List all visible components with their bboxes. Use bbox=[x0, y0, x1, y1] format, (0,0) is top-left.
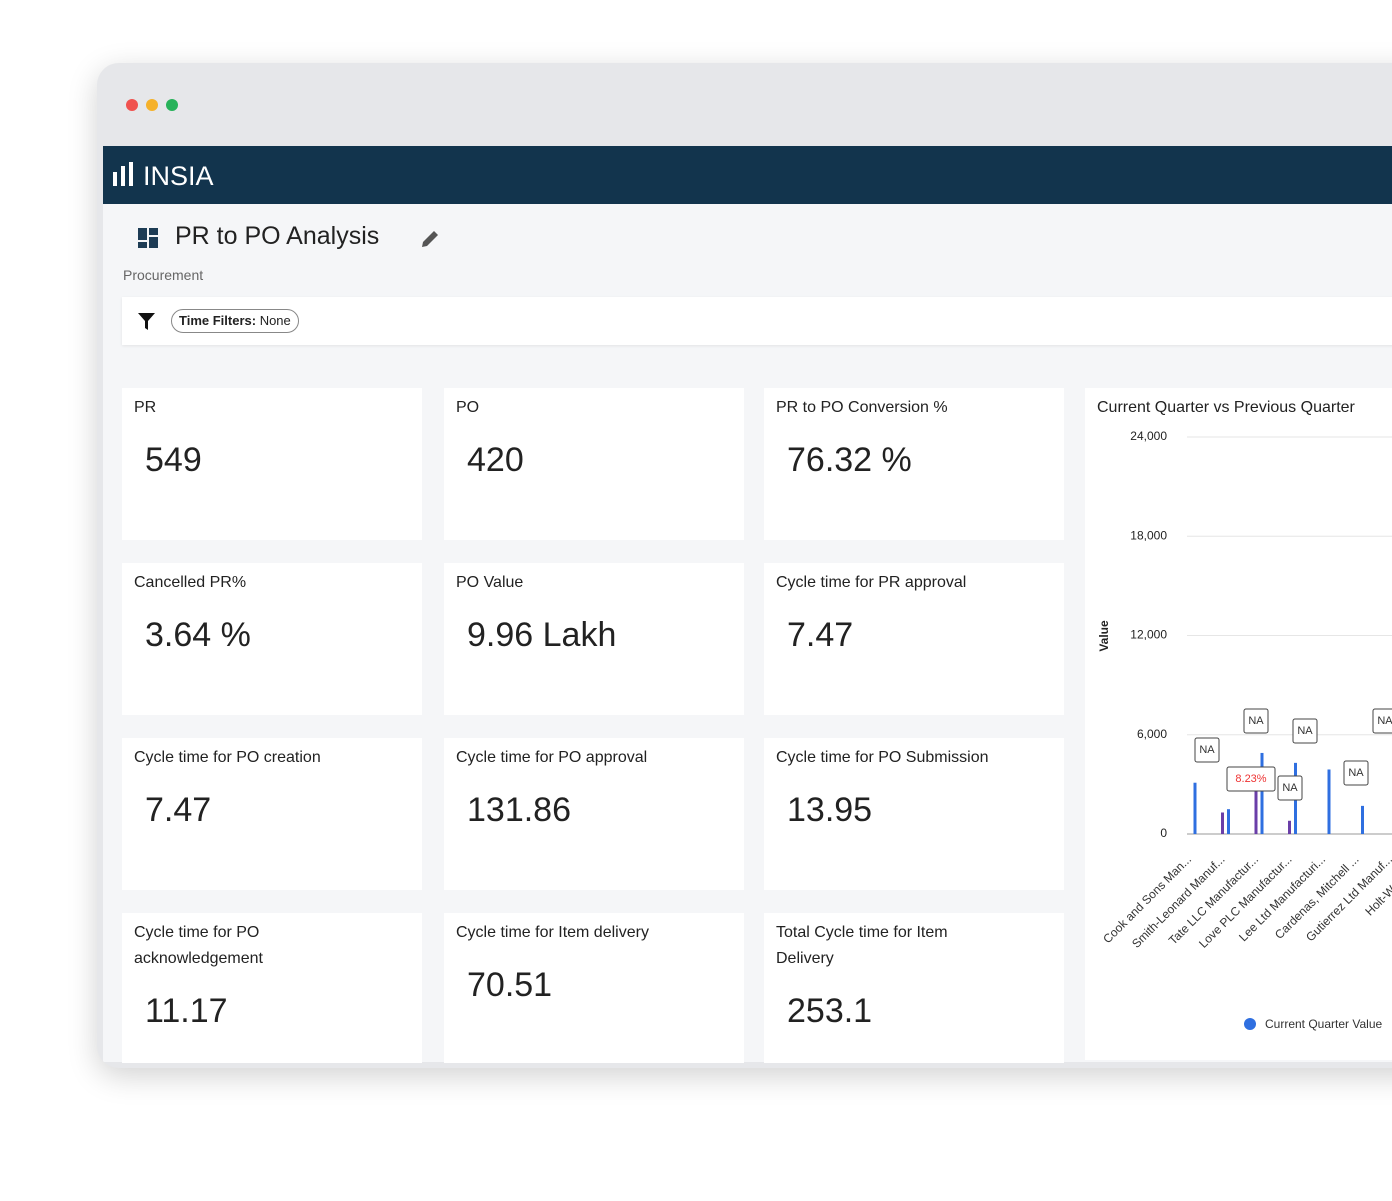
kpi-card[interactable]: Cycle time for PO approval 131.86 bbox=[444, 738, 744, 890]
edit-icon[interactable] bbox=[419, 228, 441, 250]
kpi-card[interactable]: Cycle time for PO Submission 13.95 bbox=[764, 738, 1064, 890]
kpi-card[interactable]: PO 420 bbox=[444, 388, 744, 540]
kpi-label: PR bbox=[134, 399, 157, 416]
filter-bar: Time Filters: None bbox=[122, 297, 1392, 345]
kpi-card[interactable]: Cycle time for PR approval 7.47 bbox=[764, 563, 1064, 715]
kpi-card[interactable]: Cycle time for PO acknowledgement 11.17 bbox=[122, 913, 422, 1063]
filter-label: Time Filters: bbox=[179, 313, 257, 328]
bar bbox=[1327, 769, 1331, 834]
maximize-dot[interactable] bbox=[166, 99, 178, 111]
kpi-value: 131.86 bbox=[467, 791, 571, 829]
kpi-value: 420 bbox=[467, 441, 524, 479]
kpi-card[interactable]: Cancelled PR% 3.64 % bbox=[122, 563, 422, 715]
bar bbox=[1260, 752, 1264, 834]
dashboard-icon bbox=[138, 228, 158, 248]
annotation: NA bbox=[1297, 725, 1313, 737]
kpi-card[interactable]: Cycle time for Item delivery 70.51 bbox=[444, 913, 744, 1063]
browser-window: INSIA PR to PO Analysis Procurement Time… bbox=[97, 63, 1392, 1068]
kpi-value: 70.51 bbox=[467, 966, 553, 1004]
kpi-value: 11.17 bbox=[145, 992, 228, 1030]
time-filter-pill[interactable]: Time Filters: None bbox=[171, 309, 299, 333]
filter-icon[interactable] bbox=[138, 313, 156, 331]
nav-bar: INSIA bbox=[103, 146, 1392, 204]
y-axis-label: Value bbox=[1097, 620, 1111, 652]
kpi-value: 7.47 bbox=[787, 616, 854, 654]
dashboard-subtitle: Procurement bbox=[123, 267, 204, 283]
legend-swatch bbox=[1244, 1018, 1256, 1030]
annotation-box bbox=[1372, 708, 1392, 734]
minimize-dot[interactable] bbox=[146, 99, 158, 111]
kpi-label: Cycle time for PO creation bbox=[134, 749, 321, 766]
kpi-label: Total Cycle time for Item Delivery bbox=[776, 924, 948, 967]
kpi-card[interactable]: PR 549 bbox=[122, 388, 422, 540]
kpi-value: 76.32 % bbox=[787, 441, 912, 479]
kpi-label: Cancelled PR% bbox=[134, 574, 247, 591]
kpi-value: 9.96 Lakh bbox=[467, 616, 617, 654]
logo-icon bbox=[113, 162, 133, 186]
dashboard-title: PR to PO Analysis bbox=[175, 222, 380, 250]
annotation-box bbox=[1243, 708, 1269, 734]
bar bbox=[1288, 820, 1291, 834]
kpi-value: 253.1 bbox=[787, 992, 873, 1030]
kpi-card[interactable]: PR to PO Conversion % 76.32 % bbox=[764, 388, 1064, 540]
bar bbox=[1193, 782, 1197, 834]
y-tick-label: 0 bbox=[1160, 826, 1167, 840]
kpi-value: 549 bbox=[145, 441, 202, 479]
annotation-box bbox=[1292, 718, 1318, 744]
y-tick-label: 12,000 bbox=[1130, 628, 1167, 642]
chart: Current Quarter vs Previous Quarter Valu… bbox=[1097, 399, 1392, 1031]
kpi-card[interactable]: Total Cycle time for Item Delivery 253.1 bbox=[764, 913, 1064, 1063]
kpi-label: Cycle time for Item delivery bbox=[456, 924, 649, 941]
y-tick-label: 18,000 bbox=[1130, 528, 1167, 542]
bar bbox=[1221, 812, 1224, 834]
close-dot[interactable] bbox=[126, 99, 138, 111]
kpi-card[interactable]: PO Value 9.96 Lakh bbox=[444, 563, 744, 715]
annotation: NA bbox=[1282, 782, 1298, 794]
annotation-box bbox=[1226, 766, 1276, 792]
kpi-value: 3.64 % bbox=[145, 616, 251, 654]
annotation: NA bbox=[1199, 744, 1215, 756]
annotation: NA bbox=[1377, 715, 1392, 727]
brand[interactable]: INSIA bbox=[143, 161, 214, 191]
annotation-box bbox=[1194, 737, 1220, 763]
y-tick-label: 6,000 bbox=[1137, 727, 1167, 741]
kpi-card[interactable]: Cycle time for PO creation 7.47 bbox=[122, 738, 422, 890]
legend-label: Current Quarter Value bbox=[1265, 1017, 1382, 1031]
filter-value: None bbox=[259, 313, 291, 328]
kpi-label: Cycle time for PO Submission bbox=[776, 749, 989, 766]
chart-card: Current Quarter vs Previous Quarter Valu… bbox=[1085, 388, 1392, 1060]
kpi-value: 7.47 bbox=[145, 791, 212, 829]
kpi-label: Cycle time for PO approval bbox=[456, 749, 648, 766]
annotation-box bbox=[1343, 760, 1369, 786]
kpi-label: Cycle time for PO acknowledgement bbox=[134, 924, 263, 967]
y-tick-label: 24,000 bbox=[1130, 429, 1167, 443]
chart-title: Current Quarter vs Previous Quarter bbox=[1097, 399, 1356, 416]
kpi-label: PO bbox=[456, 399, 480, 416]
annotation: 8.23% bbox=[1235, 773, 1266, 785]
annotation: NA bbox=[1248, 715, 1264, 727]
annotation-box bbox=[1277, 775, 1303, 801]
bar bbox=[1361, 805, 1364, 834]
content: PR to PO Analysis Procurement Time Filte… bbox=[103, 204, 1392, 1063]
kpi-label: Cycle time for PR approval bbox=[776, 574, 967, 591]
bar bbox=[1254, 776, 1258, 834]
kpi-label: PO Value bbox=[456, 574, 524, 591]
annotation: NA bbox=[1348, 767, 1364, 779]
bar bbox=[1227, 809, 1230, 834]
kpi-label: PR to PO Conversion % bbox=[776, 399, 948, 416]
kpi-value: 13.95 bbox=[787, 791, 873, 829]
